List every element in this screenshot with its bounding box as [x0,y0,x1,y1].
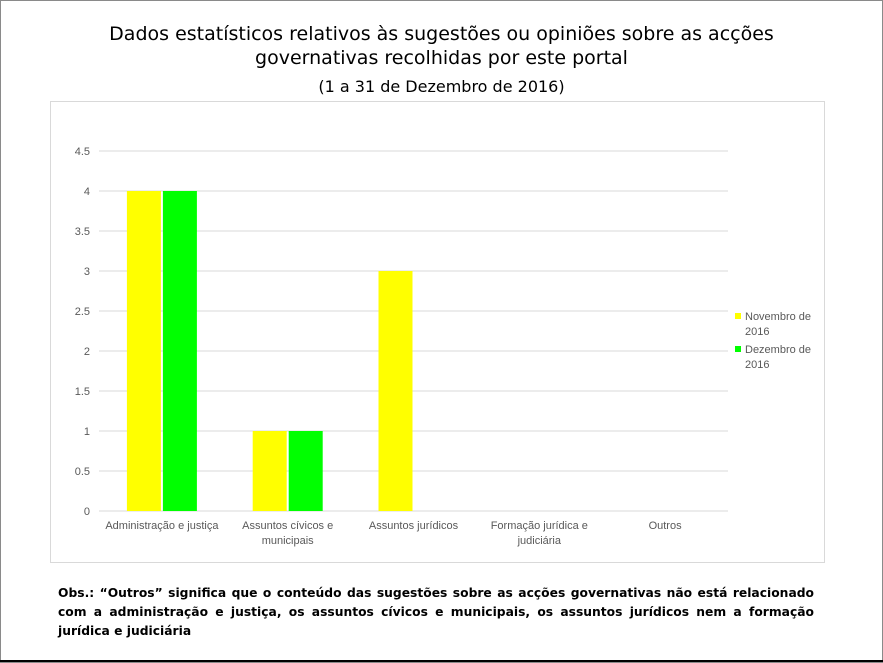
chart-title: Dados estatísticos relativos às sugestõe… [0,22,883,70]
y-tick-label: 3 [84,266,90,278]
x-tick-label: Assuntos cívicos e [242,520,333,532]
y-tick-label: 0 [84,506,90,518]
chart-title-line2: governativas recolhidas por este portal [255,47,628,69]
bottom-rule [0,660,883,662]
legend-swatch-1 [735,346,741,352]
x-tick-label: municipais [262,535,314,547]
x-tick-label: Administração e justiça [105,520,219,532]
bar-dezembro-0 [162,191,197,511]
y-tick-label: 3.5 [75,226,90,238]
chart-area: 0 0.5 1 1.5 2 2.5 3 3.5 4 4.5 Administração e just… [50,101,825,563]
legend-label: Dezembro de [745,344,811,356]
y-tick-label: 0.5 [75,466,90,478]
x-tick-label: Outros [649,520,683,532]
chart-subtitle: (1 a 31 de Dezembro de 2016) [318,77,565,96]
legend-label: 2016 [745,326,769,338]
y-tick-label: 2.5 [75,306,90,318]
legend-swatch-0 [735,313,741,319]
legend-label: Novembro de [745,311,811,323]
y-tick-label: 1.5 [75,386,90,398]
bar-novembro-2 [378,271,413,511]
observation-note: Obs.: “Outros” significa que o conteúdo … [58,586,814,638]
y-tick-label: 2 [84,346,90,358]
bar-novembro-1 [252,431,287,511]
y-tick-label: 4.5 [75,146,90,158]
bar-chart: 0 0.5 1 1.5 2 2.5 3 3.5 4 4.5 Administração e just… [75,146,811,547]
x-tick-label: judiciária [517,535,562,547]
x-tick-label: Assuntos jurídicos [369,520,459,532]
bar-dezembro-1 [288,431,323,511]
x-tick-label: Formação jurídica e [491,520,588,532]
y-tick-label: 1 [84,426,90,438]
chart-title-line1: Dados estatísticos relativos às sugestõe… [109,23,774,45]
y-tick-label: 4 [84,186,90,198]
legend-label: 2016 [745,359,769,371]
bar-novembro-0 [126,191,161,511]
